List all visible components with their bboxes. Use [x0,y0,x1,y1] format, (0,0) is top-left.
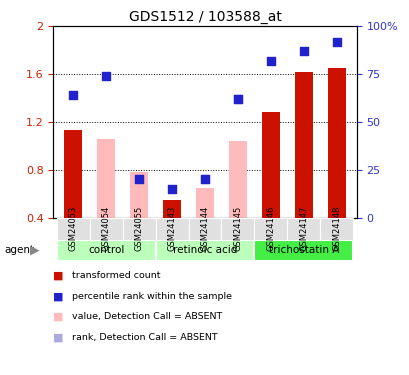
Point [333,39,339,45]
Point [234,96,240,102]
Bar [228,141,247,218]
Bar [221,217,254,240]
Point [234,96,240,102]
Bar [56,217,89,240]
Text: GSM24053: GSM24053 [68,206,77,251]
Point [135,176,142,182]
Bar [188,217,221,240]
Bar [287,217,320,240]
Text: percentile rank within the sample: percentile rank within the sample [72,292,231,301]
Text: GSM24054: GSM24054 [101,206,110,251]
Bar [64,130,82,218]
Text: GSM24147: GSM24147 [299,206,308,251]
Bar [261,112,279,218]
Bar [130,172,148,217]
Point [201,176,208,182]
Text: ■: ■ [53,333,64,342]
Text: rank, Detection Call = ABSENT: rank, Detection Call = ABSENT [72,333,217,342]
Text: GSM24055: GSM24055 [134,206,143,251]
Bar [97,139,115,218]
Text: GSM24143: GSM24143 [167,206,176,251]
Text: GSM24144: GSM24144 [200,206,209,251]
Bar [89,217,122,240]
Text: retinoic acid: retinoic acid [172,245,237,255]
Title: GDS1512 / 103588_at: GDS1512 / 103588_at [128,10,281,24]
Text: GSM24148: GSM24148 [332,206,341,251]
Bar [196,188,213,218]
Bar [155,240,254,261]
Point [135,176,142,182]
Bar [320,217,353,240]
Text: agent: agent [4,245,34,255]
Text: GSM24146: GSM24146 [266,206,275,251]
Text: control: control [88,245,124,255]
Point [267,58,274,64]
Bar [254,217,287,240]
Bar [327,68,345,218]
Bar [254,240,353,261]
Bar [56,240,155,261]
Text: trichostatin A: trichostatin A [268,245,338,255]
Text: ▶: ▶ [29,244,39,257]
Bar [155,217,188,240]
Point [201,176,208,182]
Point [70,92,76,98]
Text: ■: ■ [53,291,64,301]
Point [169,186,175,192]
Text: GSM24145: GSM24145 [233,206,242,251]
Point [300,48,306,54]
Text: value, Detection Call = ABSENT: value, Detection Call = ABSENT [72,312,221,321]
Point [103,73,109,79]
Text: ■: ■ [53,312,64,322]
Bar [162,200,181,217]
Bar [294,72,312,217]
Bar [122,217,155,240]
Text: transformed count: transformed count [72,271,160,280]
Text: ■: ■ [53,271,64,280]
